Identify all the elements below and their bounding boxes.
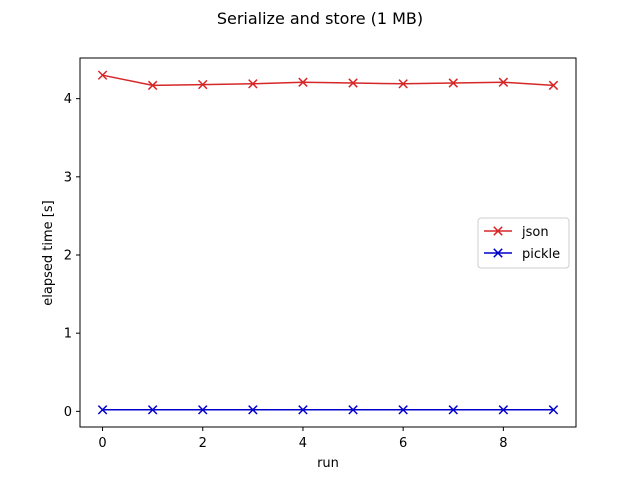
legend-item-json: json	[484, 225, 549, 240]
data-point-json	[248, 79, 258, 89]
y-tick-label: 2	[64, 249, 72, 264]
x-tick-label: 0	[98, 436, 106, 451]
x-tick-label: 4	[299, 436, 307, 451]
legend-label: pickle	[522, 247, 560, 262]
data-point-json	[198, 79, 208, 90]
data-point-json	[548, 80, 559, 91]
series-pickle	[97, 405, 559, 415]
y-tick-label: 4	[64, 92, 72, 107]
data-point-pickle	[198, 405, 208, 415]
data-point-json	[498, 77, 509, 87]
data-point-pickle	[147, 405, 158, 415]
legend-item-pickle: pickle	[484, 247, 560, 262]
data-point-json	[147, 80, 158, 91]
series-line-json	[102, 74, 554, 87]
legend: json pickle	[477, 217, 570, 269]
x-tick-label: 6	[399, 436, 407, 451]
y-axis-ticks: 0 1 2 3 4	[64, 92, 80, 420]
data-point-pickle	[248, 405, 258, 415]
series-layer	[97, 70, 559, 415]
data-point-pickle	[448, 405, 458, 415]
plot-frame	[79, 57, 577, 428]
chart-title: Serialize and store (1 MB)	[217, 9, 423, 28]
legend-label: json	[521, 225, 549, 240]
x-axis-ticks: 0 2 4 6 8	[98, 427, 507, 451]
x-axis-label: run	[317, 456, 339, 471]
x-tick-label: 8	[499, 436, 507, 451]
y-tick-label: 1	[64, 327, 72, 342]
data-point-json	[448, 78, 458, 88]
data-point-json	[398, 79, 408, 89]
data-point-pickle	[548, 405, 559, 415]
data-point-json	[298, 77, 308, 87]
data-point-json	[348, 78, 358, 88]
data-point-pickle	[498, 405, 509, 415]
data-point-pickle	[298, 405, 308, 415]
plot-area: 0 2 4 6 8 0 1 2 3 4	[64, 57, 577, 451]
data-point-pickle	[97, 405, 108, 415]
data-point-pickle	[398, 405, 408, 415]
x-tick-label: 2	[199, 436, 207, 451]
series-json	[97, 70, 559, 91]
y-axis-label: elapsed time [s]	[41, 200, 56, 305]
data-point-json	[97, 70, 108, 80]
y-tick-label: 3	[64, 170, 72, 185]
y-tick-label: 0	[64, 405, 72, 420]
data-point-pickle	[348, 405, 358, 415]
